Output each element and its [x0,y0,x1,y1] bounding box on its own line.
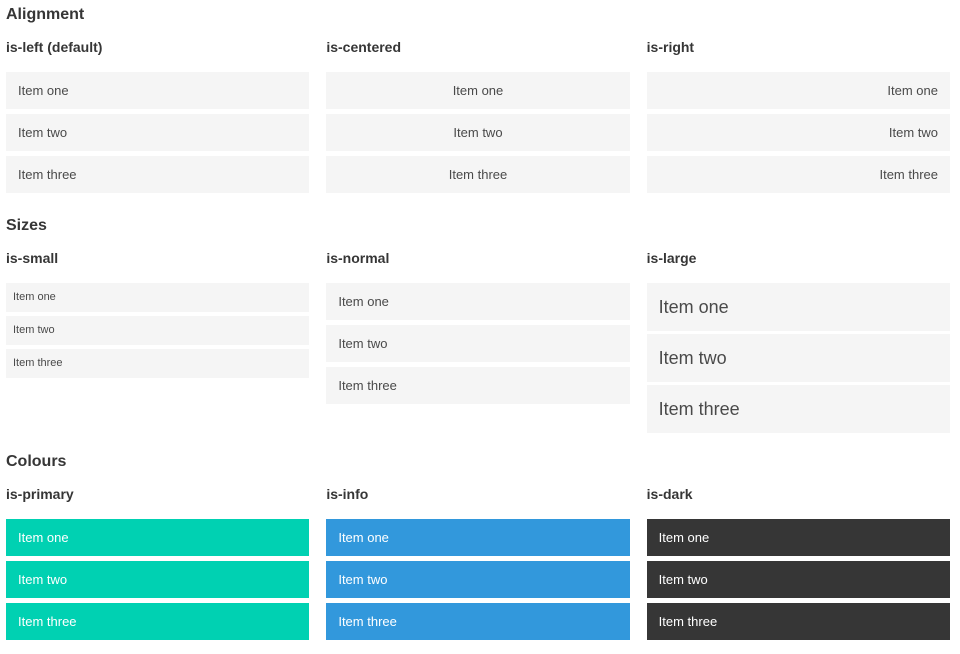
group-label-is-dark: is-dark [646,486,693,502]
list-item: Item one [326,283,630,320]
list-item: Item three [6,156,310,193]
group-is-right: is-right Item one Item two Item three [646,39,950,198]
block-list-small: Item one Item two Item three [6,283,310,378]
list-item: Item two [6,114,310,151]
group-label-is-info: is-info [326,486,369,502]
list-item: Item two [646,334,950,382]
block-list-centered: Item one Item two Item three [326,72,630,193]
list-item: Item three [326,367,630,404]
section-sizes: Sizes is-small Item one Item two Item th… [6,216,950,436]
list-item: Item three [326,156,630,193]
group-is-left: is-left (default) Item one Item two Item… [6,39,310,198]
list-item: Item one [6,519,310,556]
block-list-left: Item one Item two Item three [6,72,310,193]
group-label-is-normal: is-normal [326,250,390,266]
group-is-dark: is-dark Item one Item two Item three [646,486,950,645]
group-is-info: is-info Item one Item two Item three [326,486,630,645]
list-item: Item three [326,603,630,640]
list-item: Item two [326,325,630,362]
list-item: Item two [6,561,310,598]
block-list-info: Item one Item two Item three [326,519,630,640]
list-item: Item three [6,603,310,640]
group-is-primary: is-primary Item one Item two Item three [6,486,310,645]
section-alignment: Alignment is-left (default) Item one Ite… [6,5,950,198]
list-item: Item two [6,316,310,345]
list-item: Item one [646,519,950,556]
group-label-is-small: is-small [6,250,59,266]
group-is-centered: is-centered Item one Item two Item three [326,39,630,198]
group-label-is-primary: is-primary [6,486,74,502]
list-item: Item one [6,283,310,312]
group-is-large: is-large Item one Item two Item three [646,250,950,436]
list-item: Item three [6,349,310,378]
section-title-colours: Colours [6,453,67,470]
block-list-primary: Item one Item two Item three [6,519,310,640]
list-item: Item one [6,72,310,109]
list-item: Item three [646,385,950,433]
group-is-normal: is-normal Item one Item two Item three [326,250,630,409]
section-colours: Colours is-primary Item one Item two Ite… [6,452,950,645]
group-label-is-centered: is-centered [326,39,402,55]
list-item: Item three [646,603,950,640]
block-list-normal: Item one Item two Item three [326,283,630,404]
list-item: Item one [646,283,950,331]
section-title-sizes: Sizes [6,217,47,234]
list-item: Item two [646,561,950,598]
block-list-right: Item one Item two Item three [646,72,950,193]
section-title-alignment: Alignment [6,6,85,23]
list-item: Item one [326,519,630,556]
list-item: Item three [646,156,950,193]
list-item: Item two [326,114,630,151]
group-label-is-right: is-right [646,39,695,55]
block-list-dark: Item one Item two Item three [646,519,950,640]
group-is-small: is-small Item one Item two Item three [6,250,310,382]
list-item: Item one [326,72,630,109]
sizes-columns: is-small Item one Item two Item three is… [6,250,950,436]
group-label-is-large: is-large [646,250,697,266]
list-item: Item two [646,114,950,151]
colours-columns: is-primary Item one Item two Item three … [6,486,950,645]
list-item: Item two [326,561,630,598]
list-item: Item one [646,72,950,109]
block-list-large: Item one Item two Item three [646,283,950,433]
alignment-columns: is-left (default) Item one Item two Item… [6,39,950,198]
group-label-is-left: is-left (default) [6,39,103,55]
